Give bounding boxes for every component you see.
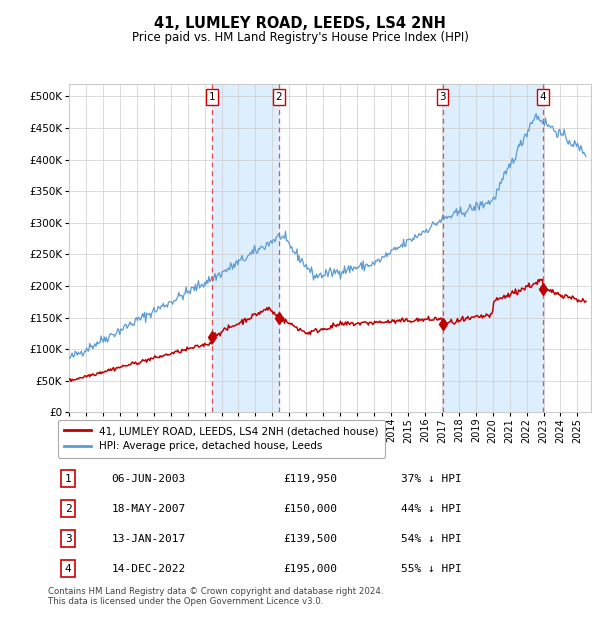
- Text: 2: 2: [65, 503, 71, 513]
- Text: 41, LUMLEY ROAD, LEEDS, LS4 2NH: 41, LUMLEY ROAD, LEEDS, LS4 2NH: [154, 16, 446, 30]
- Text: 44% ↓ HPI: 44% ↓ HPI: [401, 503, 461, 513]
- Text: Contains HM Land Registry data © Crown copyright and database right 2024.: Contains HM Land Registry data © Crown c…: [48, 587, 383, 596]
- Legend: 41, LUMLEY ROAD, LEEDS, LS4 2NH (detached house), HPI: Average price, detached h: 41, LUMLEY ROAD, LEEDS, LS4 2NH (detache…: [58, 420, 385, 458]
- Text: 18-MAY-2007: 18-MAY-2007: [112, 503, 186, 513]
- Text: 55% ↓ HPI: 55% ↓ HPI: [401, 564, 461, 574]
- Bar: [443, 84, 543, 412]
- Text: 13-JAN-2017: 13-JAN-2017: [112, 534, 186, 544]
- Text: 54% ↓ HPI: 54% ↓ HPI: [401, 534, 461, 544]
- Text: 4: 4: [65, 564, 71, 574]
- Text: This data is licensed under the Open Government Licence v3.0.: This data is licensed under the Open Gov…: [48, 597, 323, 606]
- Text: 2: 2: [275, 92, 282, 102]
- Text: 4: 4: [539, 92, 546, 102]
- Text: 14-DEC-2022: 14-DEC-2022: [112, 564, 186, 574]
- Text: 06-JUN-2003: 06-JUN-2003: [112, 474, 186, 484]
- Text: £119,950: £119,950: [283, 474, 337, 484]
- Text: 1: 1: [209, 92, 215, 102]
- Text: Price paid vs. HM Land Registry's House Price Index (HPI): Price paid vs. HM Land Registry's House …: [131, 31, 469, 44]
- Text: 37% ↓ HPI: 37% ↓ HPI: [401, 474, 461, 484]
- Text: £195,000: £195,000: [283, 564, 337, 574]
- Text: £150,000: £150,000: [283, 503, 337, 513]
- Text: 1: 1: [65, 474, 71, 484]
- Bar: [212, 84, 279, 412]
- Text: 3: 3: [439, 92, 446, 102]
- Text: 3: 3: [65, 534, 71, 544]
- Text: £139,500: £139,500: [283, 534, 337, 544]
